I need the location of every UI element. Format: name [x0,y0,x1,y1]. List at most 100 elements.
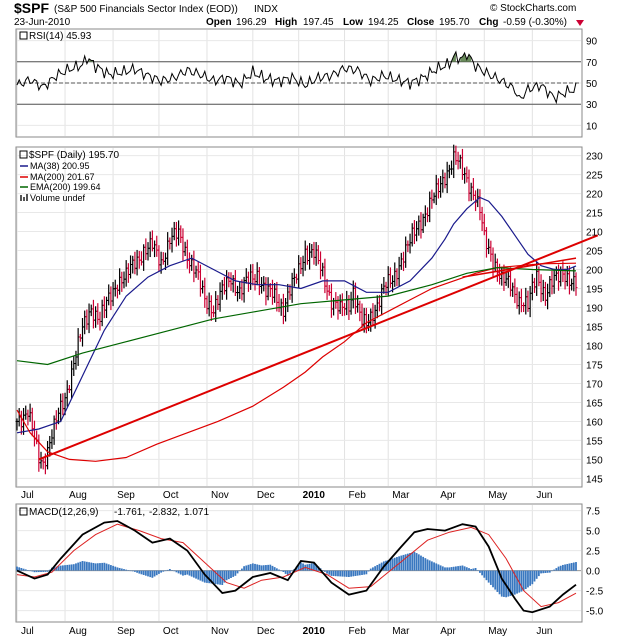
macd-histogram-bar [256,564,259,571]
macd-histogram-bar [352,570,355,577]
ma38-legend: MA(38) 200.95 [30,161,90,171]
macd-histogram-bar [516,570,518,594]
macd-histogram-bar [479,570,481,573]
macd-histogram-bar [411,552,414,571]
macd-histogram-bar [72,564,75,571]
month-tick-label: Feb [349,626,367,637]
macd-tick-label: 5.0 [586,527,600,538]
macd-histogram-bar [374,566,377,571]
macd-histogram-bar [184,570,187,576]
macd-histogram-bar [27,570,29,571]
ma200-legend: MA(200) 201.67 [30,172,95,182]
macd-histogram-bar [251,563,254,571]
macd-tick-label: -5.0 [586,607,604,618]
macd-histogram-bar [402,554,405,571]
macd-histogram-bar [481,570,484,576]
macd-histogram-bar [144,570,147,576]
macd-histogram-bar [208,570,211,584]
index-name: (S&P 500 Financials Sector Index (EOD)) [54,4,238,15]
macd-histogram-bar [417,554,420,571]
rsi-layer [16,50,581,105]
month-tick-label: 2010 [303,490,326,501]
macd-histogram-bar [44,570,47,572]
price-tick-label: 165 [586,398,603,409]
macd-histogram-bar [561,564,564,571]
macd-histogram-bar [387,560,390,571]
macd-histogram-bar [396,557,398,571]
macd-histogram-bar [88,562,90,571]
macd-histogram-bar [33,570,36,573]
macd-histogram-bar [564,564,566,571]
macd-histogram-bar [531,570,534,585]
macd-histogram-bar [149,570,152,578]
macd-histogram-bar [85,561,88,571]
macd-histogram-bar [70,564,73,571]
macd-histogram-bar [81,561,84,571]
macd-histogram-bar [529,570,532,586]
macd-histogram-bar [236,570,239,574]
macd-histogram-bar [103,562,106,571]
rsi-legend-icon [19,31,28,40]
macd-histogram-bar [182,570,184,576]
price-tick-label: 175 [586,360,603,371]
macd-histogram-bar [258,564,261,571]
macd-histogram-bar [413,551,416,571]
macd-histogram-bar [361,570,363,575]
macd-histogram-bar [190,570,193,577]
macd-histogram-bar [522,570,525,591]
macd-histogram-bar [308,563,311,571]
month-tick-label: Oct [163,626,179,637]
trendline [38,234,599,461]
macd-histogram-bar [271,565,274,571]
macd-legend-icon [19,507,28,516]
macd-histogram-bar [533,570,536,582]
macd-histogram-bar [66,564,69,571]
macd-histogram-bar [297,564,300,571]
price-tick-label: 160 [586,417,603,428]
price-tick-label: 180 [586,341,603,352]
macd-histogram-bar [278,569,280,571]
macd-histogram-bar [20,568,23,571]
macd-histogram-bar [216,570,219,585]
macd-tick-label: -2.5 [586,587,604,598]
macd-histogram-bar [245,565,248,571]
macd-histogram-bar [160,570,163,573]
macd-histogram-bar [35,570,38,573]
macd-histogram-bar [435,563,438,571]
macd-histogram-bar [459,565,462,571]
ma38-line [16,196,577,434]
macd-histogram-bar [391,558,394,571]
macd-histogram-bar [544,570,547,573]
macd-histogram-bar [476,570,479,571]
macd-histogram-bar [158,570,160,574]
macd-histogram-bar [472,568,475,571]
macd-histogram-bar [358,570,361,576]
rsi-line [16,50,577,105]
month-tick-label: Dec [257,490,275,501]
macd-histogram-bar [118,567,121,571]
macd-histogram-bar [496,570,499,592]
chg-label: Chg [479,17,498,28]
high-value: 197.45 [303,17,334,28]
macd-histogram-bar [500,570,503,597]
month-tick-label: Nov [211,626,229,637]
chg-value: -0.59 (-0.30%) [503,17,567,28]
close-value: 195.70 [439,17,470,28]
month-tick-label: Oct [163,490,179,501]
macd-histogram-bar [474,568,477,571]
macd-histogram-bar [162,570,165,572]
macd-histogram-bar [306,564,309,571]
macd-histogram-bar [448,567,451,571]
macd-layer [16,520,581,614]
month-tick-label: Aug [69,626,87,637]
macd-tick-label: 2.5 [586,547,600,558]
macd-histogram-bar [498,570,501,595]
macd-histogram-bar [230,570,232,578]
macd-histogram-bar [509,570,512,596]
macd-histogram-bar [289,570,291,574]
price-tick-label: 150 [586,455,603,466]
price-tick-label: 215 [586,209,603,220]
macd-histogram-bar [337,570,339,577]
macd-histogram-bar [120,568,123,571]
macd-histogram-bar [463,566,466,571]
